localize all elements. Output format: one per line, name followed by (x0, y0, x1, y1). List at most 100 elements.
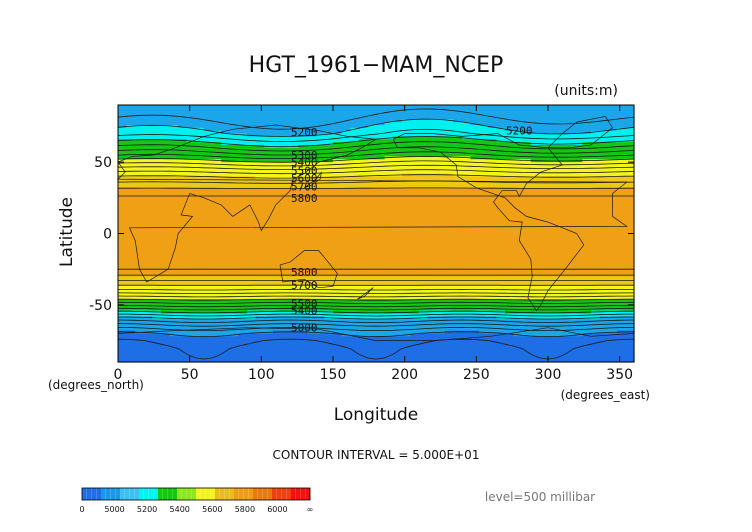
color-cell (315, 150, 325, 155)
color-cell (548, 216, 558, 220)
color-cell (548, 336, 558, 340)
color-cell (582, 127, 592, 132)
color-cell (212, 262, 222, 266)
color-cell (436, 222, 446, 226)
color-cell (436, 196, 446, 200)
color-cell (152, 236, 162, 240)
color-cell (238, 290, 248, 295)
color-cell (539, 139, 549, 143)
color-cell (281, 302, 291, 306)
color-cell (591, 156, 601, 160)
color-cell (479, 193, 489, 197)
color-cell (565, 336, 575, 340)
color-cell (152, 262, 162, 266)
color-cell (410, 190, 420, 195)
color-cell (565, 153, 575, 157)
color-cell (513, 236, 523, 240)
color-cell (358, 333, 368, 337)
color-cell (238, 153, 248, 157)
color-cell (152, 270, 162, 275)
color-cell (229, 107, 239, 112)
color-cell (367, 136, 377, 140)
color-cell (221, 222, 231, 226)
color-cell (333, 284, 343, 289)
color-cell (204, 293, 214, 297)
color-cell (358, 239, 368, 243)
color-cell (444, 204, 454, 209)
color-cell (358, 264, 368, 269)
color-cell (186, 236, 196, 240)
color-cell (384, 202, 394, 206)
color-cell (350, 170, 360, 175)
color-cell (548, 244, 558, 249)
color-cell (513, 173, 523, 177)
color-cell (479, 339, 489, 343)
color-cell (341, 262, 351, 266)
color-cell (315, 116, 325, 120)
color-cell (427, 216, 437, 220)
color-cell (530, 347, 540, 352)
plot-area: 5200 520053005400550056005700580058005700… (117, 104, 635, 363)
color-cell (573, 299, 583, 303)
color-cell (410, 202, 420, 206)
color-cell (530, 299, 540, 303)
color-cell (367, 256, 377, 260)
color-cell (462, 124, 472, 129)
color-cell (462, 333, 472, 337)
color-cell (212, 299, 222, 303)
color-cell (513, 359, 523, 363)
color-cell (195, 250, 205, 255)
color-cell (281, 333, 291, 337)
color-cell (204, 347, 214, 352)
color-cell (204, 167, 214, 172)
color-cell (539, 107, 549, 112)
color-cell (315, 219, 325, 223)
color-cell (565, 216, 575, 220)
color-cell (229, 239, 239, 243)
color-cell (539, 156, 549, 160)
color-cell (195, 239, 205, 243)
color-cell (376, 290, 386, 295)
color-cell (264, 233, 274, 237)
color-cell (444, 282, 454, 286)
color-cell (427, 199, 437, 203)
color-cell (565, 210, 575, 215)
color-cell (152, 333, 162, 337)
color-cell (556, 127, 566, 132)
color-cell (272, 307, 282, 312)
color-cell (290, 344, 300, 349)
color-cell (444, 284, 454, 289)
color-cell (298, 127, 308, 132)
color-cell (384, 247, 394, 252)
color-cell (341, 350, 351, 355)
color-cell (573, 147, 583, 152)
color-cell (513, 176, 523, 180)
color-cell (152, 156, 162, 160)
color-cell (255, 282, 265, 286)
color-cell (530, 105, 540, 109)
color-cell (221, 122, 231, 126)
color-cell (221, 287, 231, 292)
color-cell (290, 313, 300, 317)
color-cell (539, 176, 549, 180)
color-cell (582, 222, 592, 226)
color-cell (410, 336, 420, 340)
color-cell (135, 242, 145, 246)
color-cell (221, 350, 231, 355)
color-cell (556, 182, 566, 186)
color-cell (358, 142, 368, 146)
color-cell (118, 339, 128, 343)
color-cell (324, 264, 334, 269)
color-cell (556, 156, 566, 160)
color-cell (152, 276, 162, 280)
color-cell (333, 353, 343, 357)
color-cell (505, 333, 515, 337)
color-cell (505, 304, 515, 309)
color-cell (178, 170, 188, 175)
color-cell (315, 322, 325, 326)
color-cell (135, 119, 145, 123)
color-cell (522, 210, 532, 215)
color-cell (169, 110, 179, 115)
color-cell (324, 193, 334, 197)
